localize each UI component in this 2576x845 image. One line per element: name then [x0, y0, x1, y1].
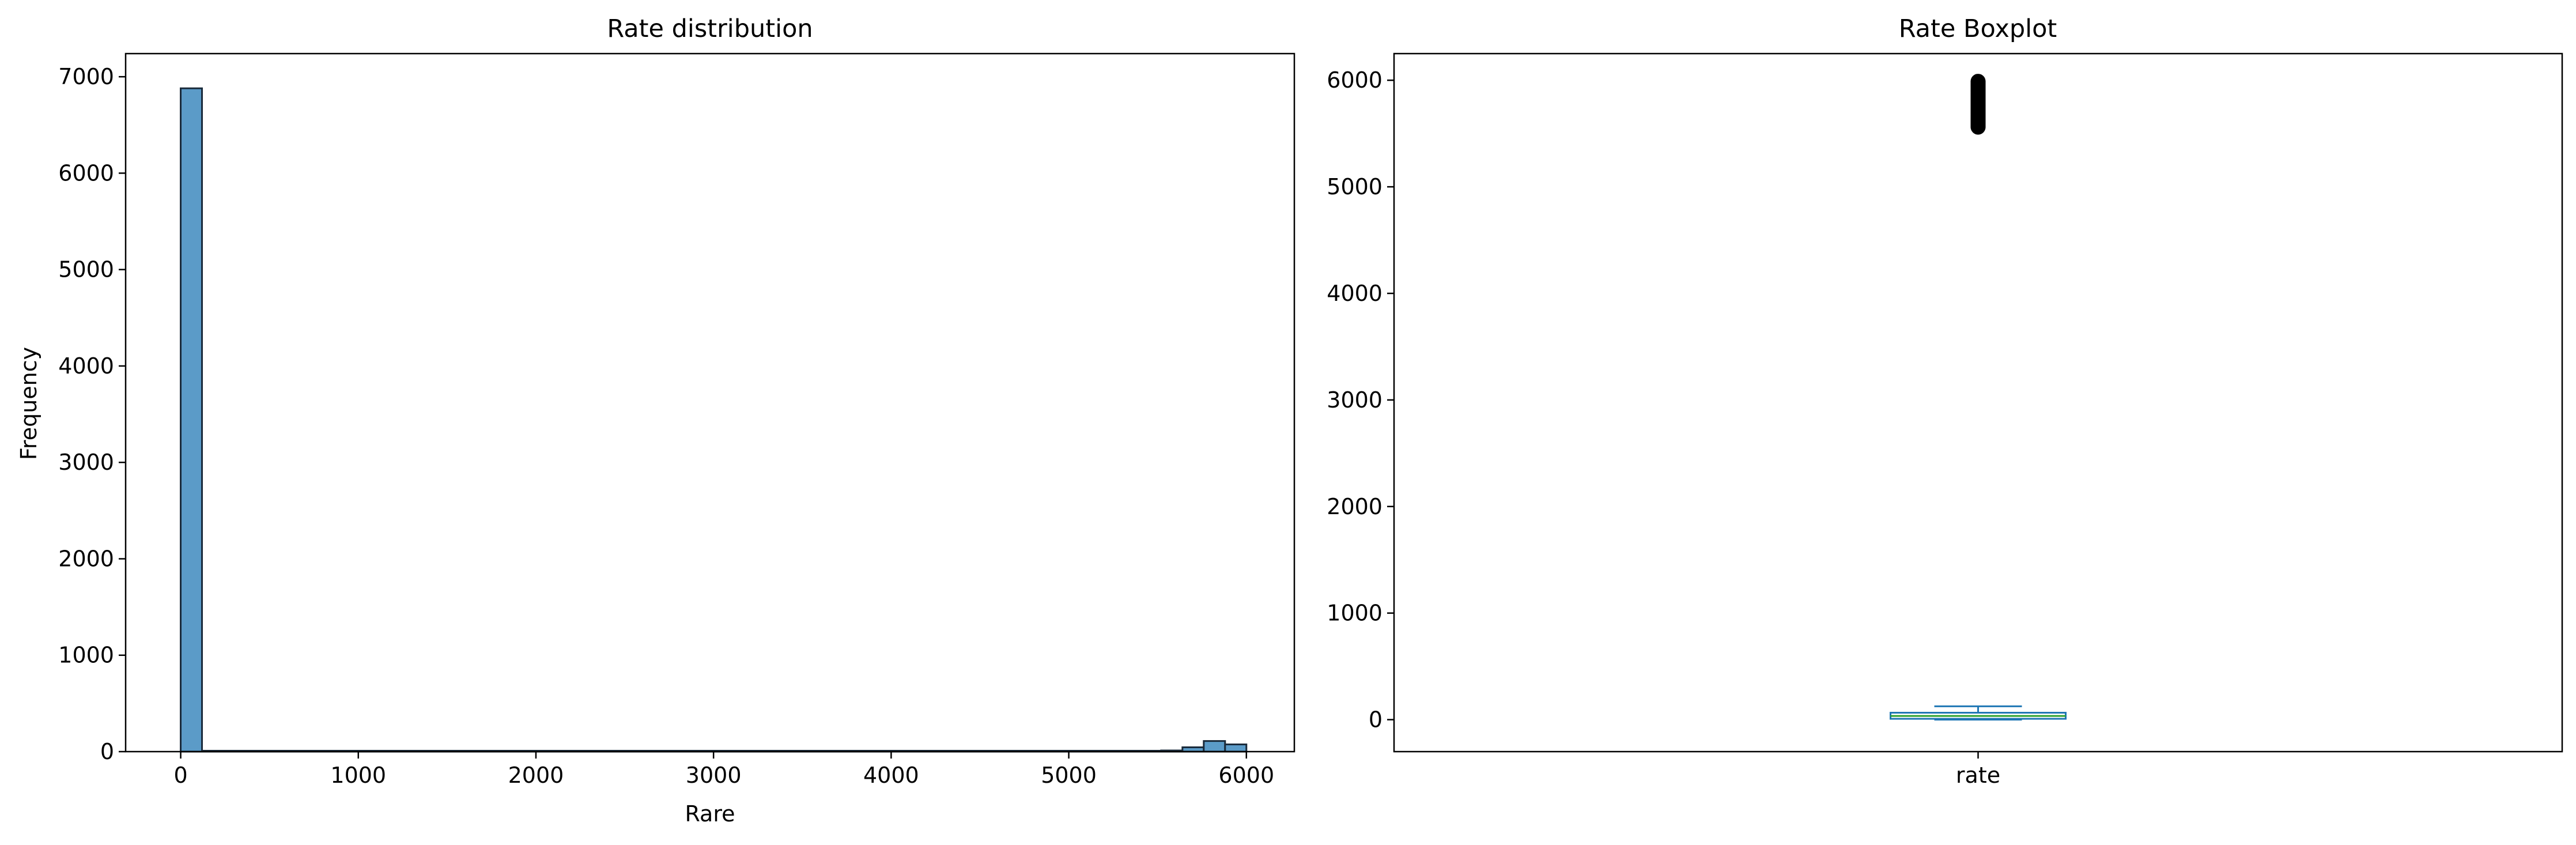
histogram-y-tick-label: 4000 [58, 353, 114, 379]
histogram-panel: Rate distribution 0 1000 2000 3000 4000 5000 6… [16, 14, 1295, 827]
boxplot-y-tick-label: 1000 [1327, 601, 1383, 626]
histogram-x-tick-label: 6000 [1218, 763, 1274, 788]
histogram-x-ticks: 0 1000 2000 3000 4000 5000 6000 [173, 752, 1274, 788]
boxplot-category-label: rate [1956, 763, 2000, 788]
boxplot-axes-frame [1393, 52, 2563, 753]
histogram-y-tick-label: 1000 [58, 643, 114, 668]
histogram-y-axis-label: Frequency [16, 347, 41, 460]
boxplot-title: Rate Boxplot [1899, 14, 2057, 43]
boxplot-y-tick-label: 5000 [1327, 174, 1383, 199]
histogram-axes-frame [124, 52, 1295, 753]
histogram-y-tick-label: 3000 [58, 450, 114, 475]
histogram-y-tick-label: 6000 [58, 160, 114, 186]
boxplot-panel: Rate Boxplot 0 1000 2000 3000 4000 5000 6000 r… [1327, 14, 2563, 788]
histogram-bars [180, 87, 1248, 753]
histogram-bar [180, 87, 203, 753]
boxplot-outlier-point [1970, 74, 1986, 89]
boxplot-y-tick-label: 2000 [1327, 494, 1383, 519]
boxplot-y-tick-label: 6000 [1327, 67, 1383, 93]
boxplot-marks [1890, 74, 2067, 721]
histogram-x-tick-label: 2000 [508, 763, 564, 788]
histogram-x-tick-label: 0 [173, 763, 187, 788]
boxplot-y-tick-label: 3000 [1327, 387, 1383, 413]
histogram-y-tick-label: 2000 [58, 546, 114, 571]
histogram-x-tick-label: 1000 [330, 763, 386, 788]
histogram-x-tick-label: 3000 [686, 763, 742, 788]
histogram-y-tick-label: 0 [100, 739, 114, 764]
boxplot-y-ticks: 0 1000 2000 3000 4000 5000 6000 [1327, 67, 1394, 733]
histogram-title: Rate distribution [607, 14, 813, 43]
histogram-x-tick-label: 4000 [863, 763, 919, 788]
histogram-bar [1203, 740, 1226, 753]
histogram-bar [1224, 743, 1248, 753]
histogram-x-tick-label: 5000 [1041, 763, 1097, 788]
histogram-y-tick-label: 5000 [58, 257, 114, 282]
boxplot-y-tick-label: 4000 [1327, 281, 1383, 306]
boxplot-y-tick-label: 0 [1369, 707, 1383, 733]
boxplot-x-ticks: rate [1956, 752, 2000, 788]
histogram-y-tick-label: 7000 [58, 64, 114, 89]
histogram-x-axis-label: Rare [685, 801, 735, 827]
histogram-y-ticks: 0 1000 2000 3000 4000 5000 6000 7000 [58, 64, 126, 764]
